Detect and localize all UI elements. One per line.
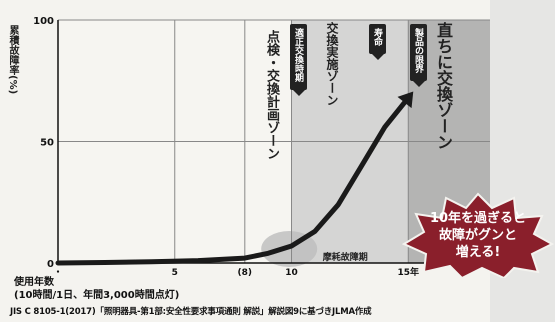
x-tick-label-2: (8)	[238, 268, 253, 278]
failure-curve	[55, 95, 411, 266]
y-tick-label-0: 0	[47, 259, 54, 270]
callout-line-3: 増える!	[455, 244, 501, 260]
callout-line-2: 故障がグンと	[438, 227, 517, 243]
y-tick-label-2: 100	[33, 16, 54, 27]
callout-shape	[402, 192, 554, 278]
zone-label-inspection: 点検・交換計画ゾーン	[264, 30, 279, 160]
tag-proper-replacement: 適正交換時期	[290, 24, 307, 96]
curve-arrowhead	[397, 91, 414, 109]
x-axis-label: 使用年数	[14, 277, 54, 288]
callout-line-1: 10年を過ぎると	[429, 210, 527, 226]
x-tick-label-0: ・	[53, 268, 62, 278]
x-axis-note: (10時間/1日、年間3,000時間点灯)	[14, 290, 180, 301]
tag-product-limit: 製品の限界	[410, 24, 427, 87]
x-tick-label-1: 5	[172, 268, 178, 278]
x-axis-unit: 使用年数 (10時間/1日、年間3,000時間点灯)	[14, 276, 179, 302]
tag-lifespan: 寿命	[369, 24, 386, 60]
y-axis-label: 累積故障率(%)	[7, 25, 18, 95]
source-note: JIS C 8105-1(2017)「照明器具-第1部:安全性要求事項通則 解説…	[10, 307, 372, 317]
callout-badge: 10年を過ぎると 故障がグンと 増える!	[402, 192, 554, 278]
x-tick-label-4: 15年	[398, 266, 420, 278]
zone-label-immediate: 直ちに交換ゾーン	[434, 22, 453, 150]
y-tick-label-1: 50	[40, 138, 54, 149]
x-tick-label-3: 10	[285, 268, 298, 278]
zone-label-replacement: 交換実施ゾーン	[325, 22, 339, 106]
callout-text: 10年を過ぎると 故障がグンと 増える!	[402, 192, 554, 278]
region-label: 摩耗故障期	[323, 251, 368, 263]
